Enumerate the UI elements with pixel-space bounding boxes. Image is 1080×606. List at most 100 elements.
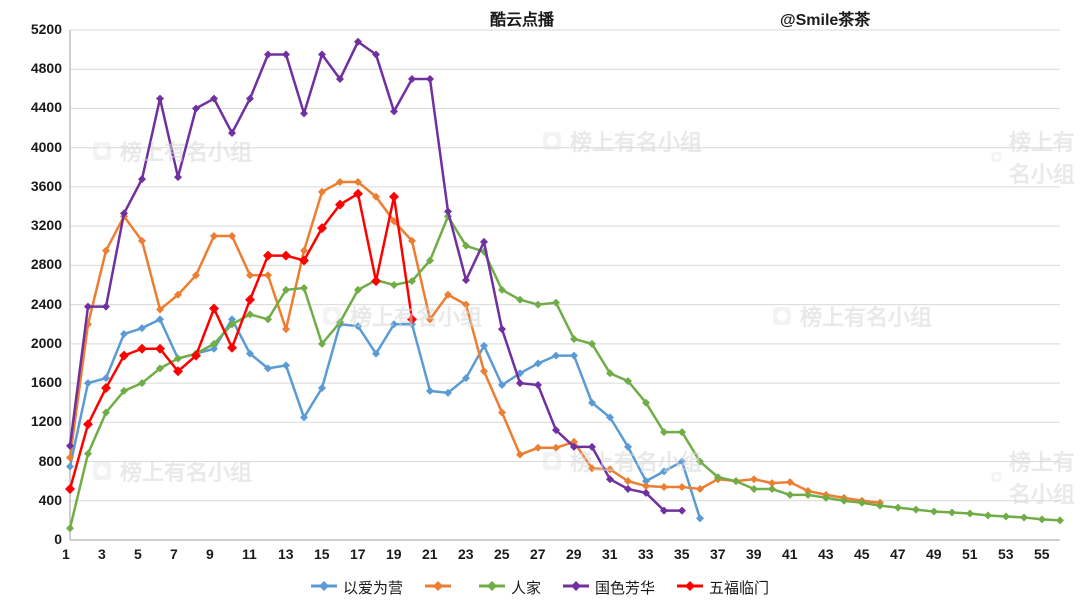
series-marker [480,238,488,246]
series-marker [102,303,110,311]
series-marker [552,299,560,307]
series-marker [156,95,164,103]
x-tick-label: 3 [98,546,106,562]
series-marker [732,477,740,485]
series-marker [101,383,111,393]
x-tick-label: 37 [710,546,726,562]
series-marker [534,301,542,309]
series-marker [642,482,650,490]
x-tick-label: 41 [782,546,798,562]
legend-item: 国色芳华 [563,577,655,598]
y-tick-label: 4000 [31,139,62,155]
y-tick-label: 0 [54,531,62,547]
series-marker [300,284,308,292]
legend-label: 国色芳华 [595,577,655,598]
series-marker [210,232,218,240]
x-tick-label: 21 [422,546,438,562]
legend-item: 人家 [479,577,541,598]
y-tick-label: 400 [39,492,62,508]
x-tick-label: 53 [998,546,1014,562]
x-tick-label: 43 [818,546,834,562]
series-marker [894,504,902,512]
series-marker [966,510,974,518]
series-marker [1020,513,1028,521]
series-marker [570,335,578,343]
series-marker [426,387,434,395]
series-marker [65,484,75,494]
series-marker [389,192,399,202]
legend-item: 以爱为营 [311,577,403,598]
legend-swatch [311,579,337,597]
series-marker [174,173,182,181]
y-tick-label: 2400 [31,296,62,312]
series-marker [245,295,255,305]
chart-legend: 以爱为营 人家 国色芳华 五福临门 [0,577,1080,598]
series-line [70,216,1060,528]
series-marker [948,509,956,517]
legend-label: 以爱为营 [343,577,403,598]
series-marker [1002,512,1010,520]
x-tick-label: 29 [566,546,582,562]
series-marker [1056,516,1064,524]
x-tick-label: 19 [386,546,402,562]
series-marker [678,483,686,491]
series-marker [84,379,92,387]
series-marker [750,485,758,493]
y-tick-label: 4800 [31,60,62,76]
x-tick-label: 35 [674,546,690,562]
series-marker [534,381,542,389]
series-marker [570,352,578,360]
series-marker [120,330,128,338]
series-marker [750,475,758,483]
series-marker [264,271,272,279]
series-marker [282,51,290,59]
series-marker [246,271,254,279]
series-marker [66,524,74,532]
series-marker [552,352,560,360]
legend-swatch [677,579,703,597]
series-marker [371,276,381,286]
series-marker [156,315,164,323]
series-marker [228,232,236,240]
legend-swatch [479,579,505,597]
x-tick-label: 27 [530,546,546,562]
series-marker [678,507,686,515]
y-tick-label: 800 [39,453,62,469]
series-marker [1038,515,1046,523]
series-marker [534,444,542,452]
series-marker [119,351,129,361]
series-marker [660,483,668,491]
x-tick-label: 31 [602,546,618,562]
y-tick-label: 3200 [31,217,62,233]
legend-swatch [425,579,451,597]
x-tick-label: 7 [170,546,178,562]
y-tick-label: 1200 [31,413,62,429]
series-marker [390,281,398,289]
x-tick-label: 51 [962,546,978,562]
series-line [70,182,880,503]
x-tick-label: 45 [854,546,870,562]
series-marker [444,207,452,215]
y-tick-label: 4400 [31,99,62,115]
x-tick-label: 25 [494,546,510,562]
x-tick-label: 39 [746,546,762,562]
series-marker [498,409,506,417]
y-tick-label: 1600 [31,374,62,390]
series-marker [137,344,147,354]
legend-item [425,577,457,598]
y-tick-label: 3600 [31,178,62,194]
series-marker [138,324,146,332]
x-tick-label: 23 [458,546,474,562]
series-marker [768,485,776,493]
series-marker [66,462,74,470]
x-tick-label: 9 [206,546,214,562]
series-marker [263,251,273,261]
legend-swatch [563,579,589,597]
series-marker [984,511,992,519]
series-marker [83,419,93,429]
series-marker [552,444,560,452]
legend-label: 五福临门 [709,577,769,598]
series-marker [300,109,308,117]
series-marker [696,514,704,522]
series-marker [480,367,488,375]
